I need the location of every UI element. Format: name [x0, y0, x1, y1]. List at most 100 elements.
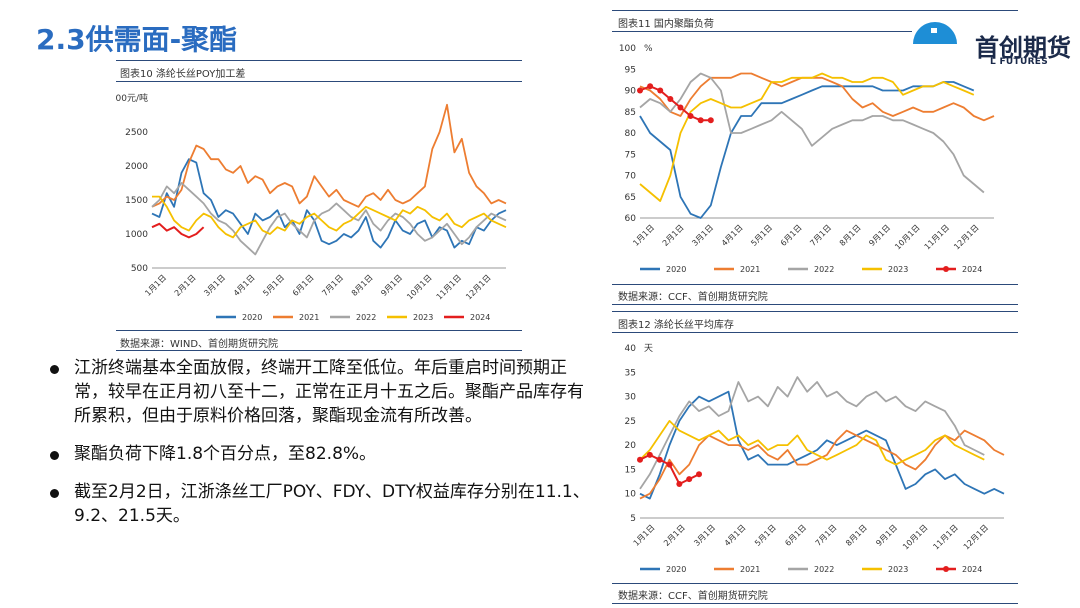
y-tick-label: 60	[625, 214, 637, 224]
y-tick-label: 2500	[125, 128, 148, 138]
legend-label-2020: 2020	[666, 565, 686, 574]
x-tick-label: 8月1日	[350, 273, 375, 298]
x-tick-label: 7月1日	[814, 523, 839, 548]
y-tick-label: 40	[625, 344, 637, 354]
series-point-2024	[687, 113, 694, 119]
y-unit-label: %	[644, 44, 653, 54]
legend-label-2022: 2022	[814, 265, 834, 274]
y-tick-label: 500	[131, 264, 148, 274]
x-tick-label: 11月1日	[435, 273, 463, 301]
page-title: 2.3供需面-聚酯	[36, 23, 238, 56]
brand-logo	[905, 14, 1077, 74]
chart11-caption-rule	[612, 31, 912, 32]
chart10-bottom-rule	[116, 350, 522, 351]
x-tick-label: 8月1日	[844, 523, 869, 548]
x-tick-label: 5月1日	[261, 273, 286, 298]
legend-label-2024: 2024	[962, 565, 982, 574]
chart11-source: 数据来源：CCF、首创期货研究院	[618, 292, 768, 303]
x-tick-label: 4月1日	[720, 223, 745, 248]
series-line-2020	[639, 390, 1005, 500]
legend-marker-2024	[943, 266, 949, 272]
x-tick-label: 9月1日	[867, 223, 892, 248]
series-point-2024	[667, 96, 674, 102]
bullet-item: 截至2月2日，江浙涤丝工厂POY、FDY、DTY权益库存分别在11.1、9.2、…	[48, 480, 593, 528]
series-point-2024	[666, 461, 673, 468]
y-tick-label: 25	[625, 417, 636, 427]
chart11-caption: 图表11 国内聚酯负荷	[618, 19, 714, 30]
x-tick-label: 1月1日	[631, 223, 656, 248]
x-tick-label: 12月1日	[952, 223, 980, 251]
series-point-2024	[697, 117, 704, 124]
y-tick-label: 65	[625, 193, 636, 203]
x-tick-label: 4月1日	[723, 523, 748, 548]
x-tick-label: 10月1日	[405, 273, 433, 301]
y-tick-label: 70	[625, 172, 637, 182]
chart11-top-rule	[612, 10, 1018, 11]
y-tick-label: 95	[625, 65, 636, 75]
chart11-plot: 60 65 70 75 80 85 90 95 100 % 1月1日 2月1日 3月1日 4月1日 5月1日…	[619, 44, 995, 274]
y-tick-label: 90	[625, 87, 637, 97]
bullet-item: 聚酯负荷下降1.8个百分点，至82.8%。	[48, 442, 593, 466]
y-tick-label: 2000	[125, 162, 148, 172]
legend-label-2023: 2023	[888, 565, 908, 574]
chart12-top-rule	[612, 311, 1018, 312]
chart12-caption-rule	[612, 332, 1018, 333]
y-tick-label: 1500	[125, 196, 148, 206]
y-tick-label: 20	[625, 441, 637, 451]
chart12-plot: 5 10 15 20 25 30 35 40 天 1月1日 2月1日 3月1日 4月1日 5月1日 6月1日…	[625, 344, 1005, 574]
x-tick-label: 3月1日	[692, 523, 717, 548]
bullet-item: 江浙终端基本全面放假，终端开工降至低位。年后重启时间预期正常，较早在正月初八至十…	[48, 356, 593, 428]
legend-label-2023: 2023	[888, 265, 908, 274]
y-tick-label: 5	[630, 514, 636, 524]
chart12-caption: 图表12 涤纶长丝平均库存	[618, 320, 734, 331]
series-point-2024	[696, 471, 703, 478]
x-tick-label: 12月1日	[464, 273, 492, 301]
series-point-2024	[637, 456, 643, 463]
series-point-2024	[637, 87, 643, 94]
y-tick-label: 1000	[125, 230, 148, 240]
x-tick-label: 8月1日	[838, 223, 863, 248]
series-line-2022	[639, 72, 985, 194]
x-tick-label: 12月1日	[962, 523, 990, 551]
x-tick-label: 9月1日	[874, 523, 899, 548]
legend-label-2024: 2024	[470, 313, 490, 322]
chart12-source-rule	[612, 583, 1018, 584]
x-tick-label: 2月1日	[173, 273, 198, 298]
y-tick-label: 30	[625, 393, 637, 403]
chart10-source: 数据来源：WIND、首创期货研究院	[120, 339, 279, 350]
x-tick-label: 11月1日	[923, 223, 951, 251]
x-tick-label: 9月1日	[379, 273, 404, 298]
chart10-top-rule	[116, 60, 522, 61]
x-tick-label: 6月1日	[783, 523, 808, 548]
chart10-caption: 图表10 涤纶长丝POY加工差	[120, 69, 246, 80]
legend-label-2021: 2021	[740, 565, 760, 574]
legend-label-2021: 2021	[740, 265, 760, 274]
x-tick-label: 7月1日	[320, 273, 345, 298]
x-tick-label: 3月1日	[690, 223, 715, 248]
series-point-2024	[657, 87, 664, 94]
chart11-bottom-rule	[612, 304, 1018, 305]
x-tick-label: 1月1日	[143, 273, 168, 298]
series-line-2020	[151, 158, 507, 249]
x-tick-label: 5月1日	[753, 523, 778, 548]
series-line-2024	[151, 222, 205, 239]
x-tick-label: 1月1日	[632, 523, 657, 548]
x-tick-label: 6月1日	[779, 223, 804, 248]
y-tick-label: 35	[625, 368, 636, 378]
y-tick-label: 10	[625, 490, 637, 500]
x-tick-label: 11月1日	[931, 523, 959, 551]
y-unit-label: 天	[644, 344, 653, 354]
legend-label-2022: 2022	[356, 313, 376, 322]
legend-label-2024: 2024	[962, 265, 982, 274]
series-line-2020	[639, 81, 975, 219]
series-point-2024	[676, 481, 683, 487]
legend-label-2020: 2020	[666, 265, 686, 274]
x-tick-label: 6月1日	[291, 273, 316, 298]
chart10-caption-rule	[116, 81, 522, 82]
chart12-source: 数据来源：CCF、首创期货研究院	[618, 591, 768, 602]
chart10-source-rule	[116, 330, 522, 331]
legend-label-2023: 2023	[413, 313, 433, 322]
series-line-2023	[639, 72, 975, 202]
series-point-2024	[686, 476, 693, 483]
y-tick-label: 80	[625, 129, 637, 139]
